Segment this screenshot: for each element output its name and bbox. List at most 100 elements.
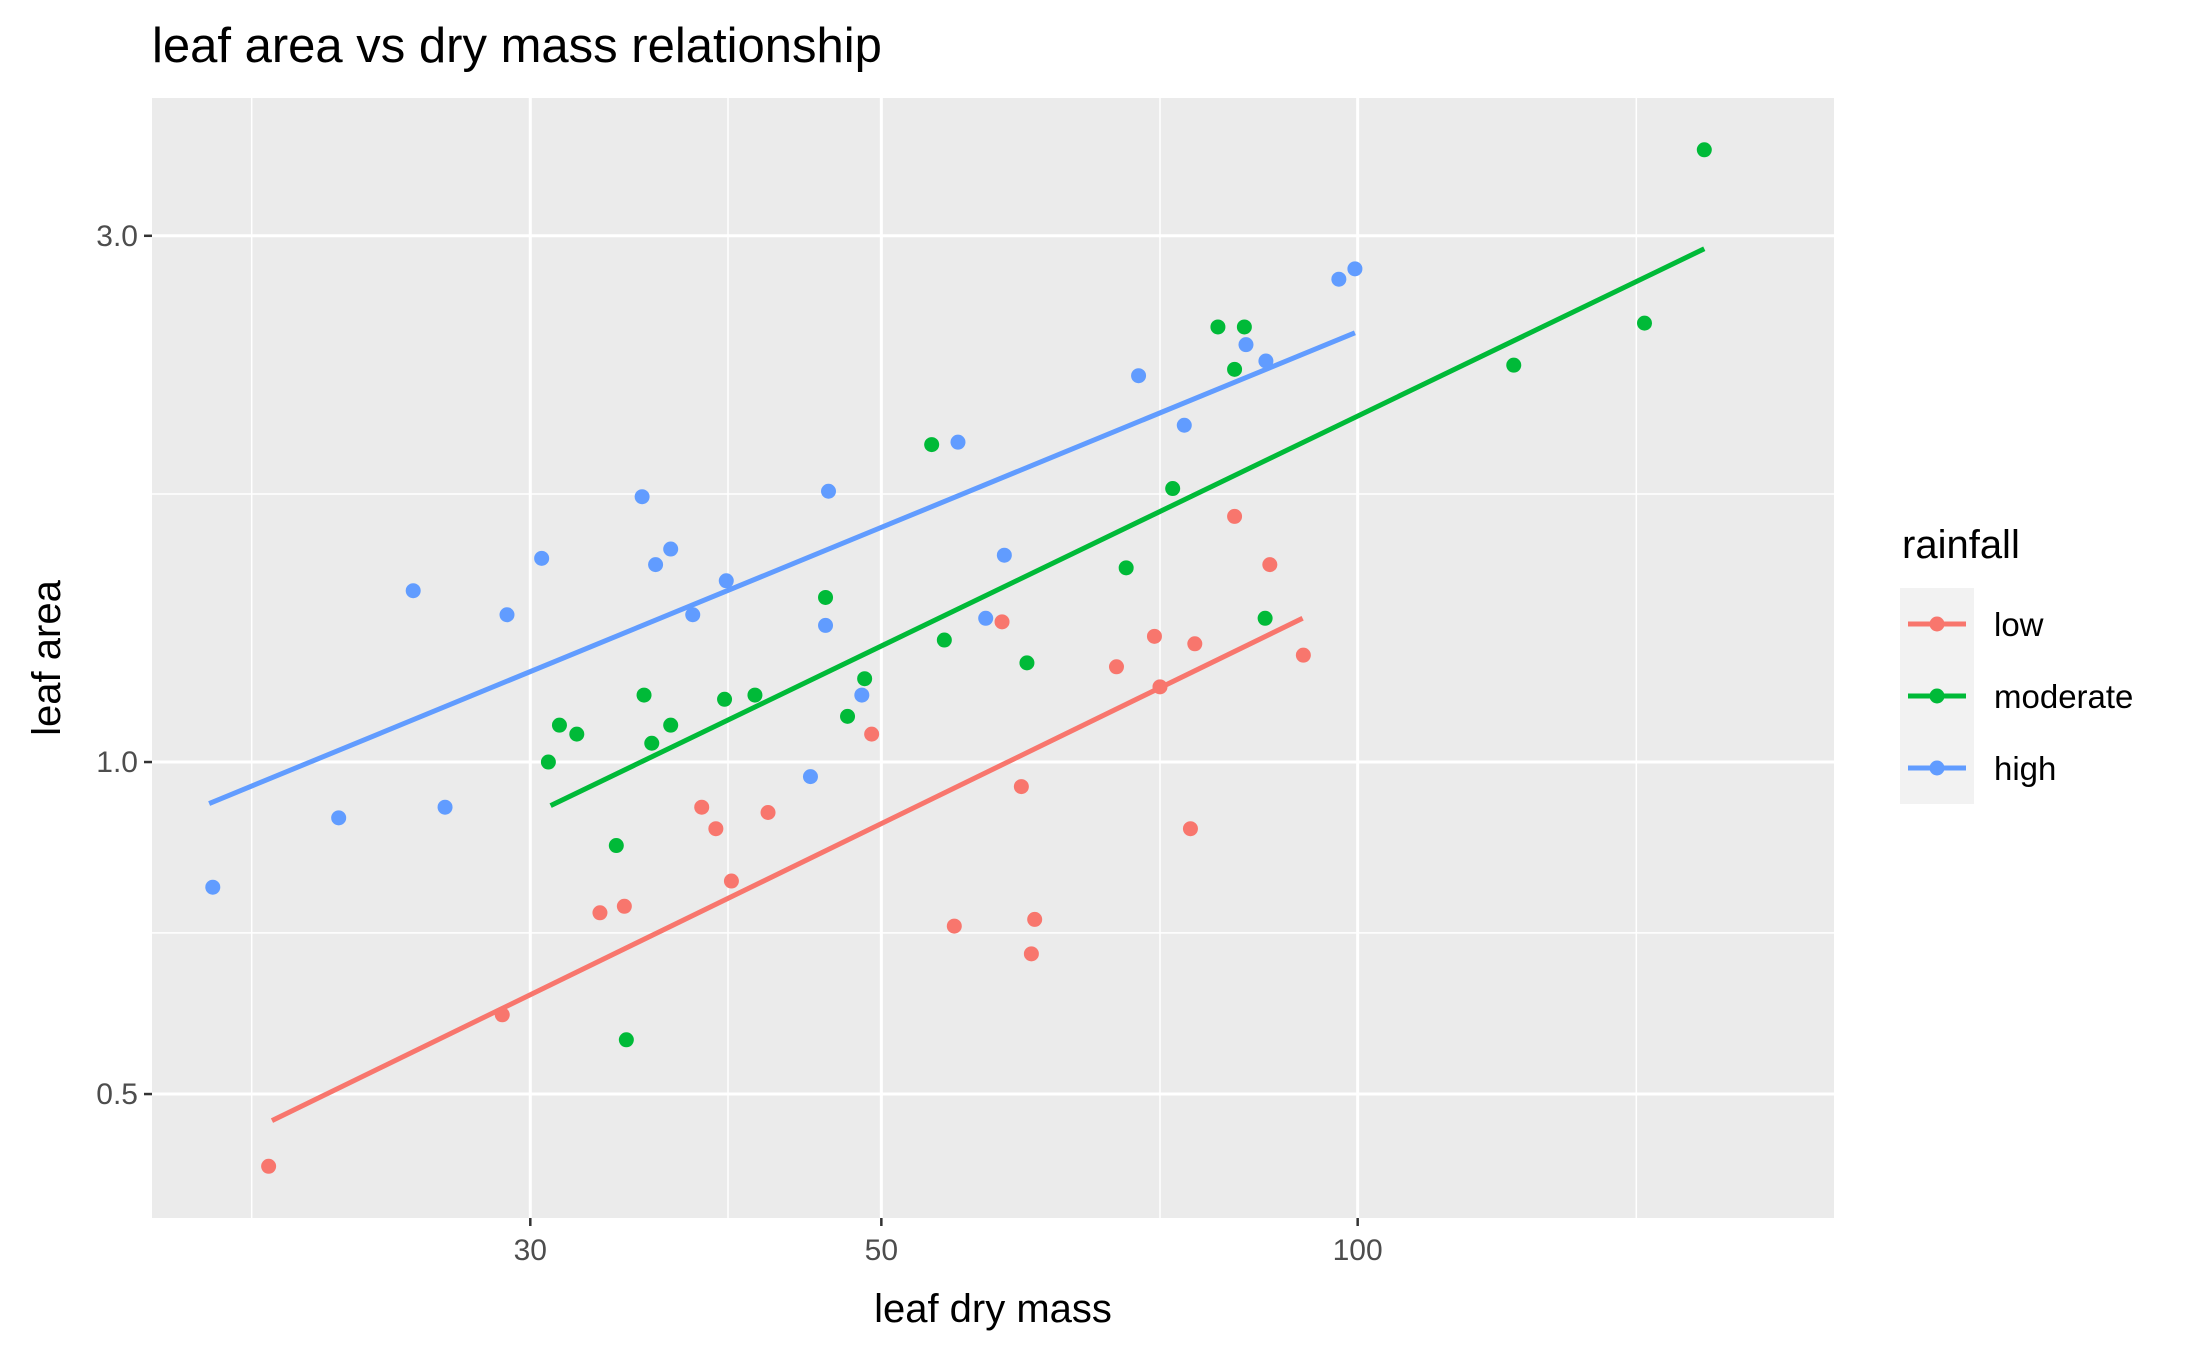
fit-line-low (270, 616, 1304, 1123)
point-high (331, 810, 347, 826)
legend: rainfall low moderate high (1900, 523, 2133, 804)
point-low (1152, 679, 1168, 695)
point-high (950, 434, 966, 450)
chart-title: leaf area vs dry mass relationship (152, 19, 882, 73)
point-moderate (540, 754, 556, 770)
x-axis-title: leaf dry mass (874, 1287, 1112, 1331)
fit-lines (208, 246, 1706, 1123)
point-moderate (1165, 481, 1181, 497)
point-low (616, 898, 632, 914)
point-high (996, 547, 1012, 563)
point-moderate (717, 691, 733, 707)
point-high (1258, 353, 1274, 369)
point-high (648, 557, 664, 573)
point-low (1027, 911, 1043, 927)
point-moderate (1696, 142, 1712, 158)
point-low (994, 614, 1010, 630)
point-low (1182, 821, 1198, 837)
point-low (1262, 557, 1278, 573)
point-moderate (636, 687, 652, 703)
point-moderate (1118, 560, 1134, 576)
point-high (802, 769, 818, 785)
point-high (663, 541, 679, 557)
point-moderate (936, 632, 952, 648)
data-points (205, 142, 1712, 1174)
legend-label-low: low (1994, 606, 2044, 643)
point-moderate (1210, 319, 1226, 335)
point-moderate (608, 838, 624, 854)
point-high (685, 607, 701, 623)
point-moderate (857, 671, 873, 687)
x-tick-label: 50 (865, 1234, 898, 1267)
legend-title: rainfall (1902, 523, 2020, 567)
point-low (1227, 508, 1243, 524)
point-moderate (644, 735, 660, 751)
point-moderate (569, 726, 585, 742)
legend-label-high: high (1994, 750, 2056, 787)
point-high (405, 583, 421, 599)
point-low (760, 805, 776, 821)
point-low (1187, 636, 1203, 652)
x-tick-label: 30 (514, 1234, 547, 1267)
point-moderate (1257, 610, 1273, 626)
point-moderate (618, 1032, 634, 1048)
y-axis-ticks: 0.5 1.0 3.0 (96, 220, 152, 1111)
point-high (634, 489, 650, 505)
point-low (592, 905, 608, 921)
point-moderate (1227, 361, 1243, 377)
point-low (261, 1158, 277, 1174)
point-high (818, 617, 834, 633)
point-moderate (840, 708, 856, 724)
point-high (1331, 271, 1347, 287)
y-tick-label: 3.0 (96, 220, 138, 253)
fit-line-high (208, 330, 1356, 806)
point-moderate (1019, 655, 1035, 671)
x-tick-label: 100 (1333, 1234, 1383, 1267)
point-high (534, 550, 550, 566)
y-axis-title: leaf area (25, 579, 69, 735)
point-moderate (924, 437, 940, 453)
point-high (854, 687, 870, 703)
plot-panel (152, 98, 1834, 1218)
point-high (978, 610, 994, 626)
y-tick-label: 1.0 (96, 746, 138, 779)
point-high (1238, 337, 1254, 353)
y-tick-label: 0.5 (96, 1078, 138, 1111)
point-high (205, 879, 221, 895)
point-high (1131, 368, 1147, 384)
legend-key-point-high (1929, 760, 1945, 776)
point-high (821, 483, 837, 499)
point-moderate (1236, 319, 1252, 335)
point-low (1108, 659, 1124, 675)
point-moderate (1506, 357, 1522, 373)
point-high (499, 607, 515, 623)
legend-key-point-moderate (1929, 688, 1945, 704)
point-high (1347, 261, 1363, 277)
point-moderate (747, 687, 763, 703)
fit-line-moderate (549, 246, 1706, 808)
point-low (1295, 647, 1311, 663)
minor-gridlines (152, 98, 1834, 1218)
point-low (1023, 946, 1039, 962)
point-low (946, 918, 962, 934)
point-moderate (1637, 315, 1653, 331)
legend-items: low moderate high (1908, 606, 2133, 787)
point-low (1013, 779, 1029, 795)
point-moderate (551, 717, 567, 733)
point-high (1176, 417, 1192, 433)
point-low (494, 1007, 510, 1023)
x-axis-ticks: 30 50 100 (514, 1218, 1383, 1267)
point-moderate (818, 589, 834, 605)
legend-key-point-low (1929, 616, 1945, 632)
legend-label-moderate: moderate (1994, 678, 2133, 715)
point-moderate (663, 717, 679, 733)
point-high (437, 799, 453, 815)
major-gridlines (152, 98, 1834, 1218)
point-high (718, 573, 734, 589)
point-low (694, 799, 710, 815)
point-low (723, 873, 739, 889)
point-low (708, 821, 724, 837)
point-low (864, 726, 880, 742)
point-low (1146, 628, 1162, 644)
